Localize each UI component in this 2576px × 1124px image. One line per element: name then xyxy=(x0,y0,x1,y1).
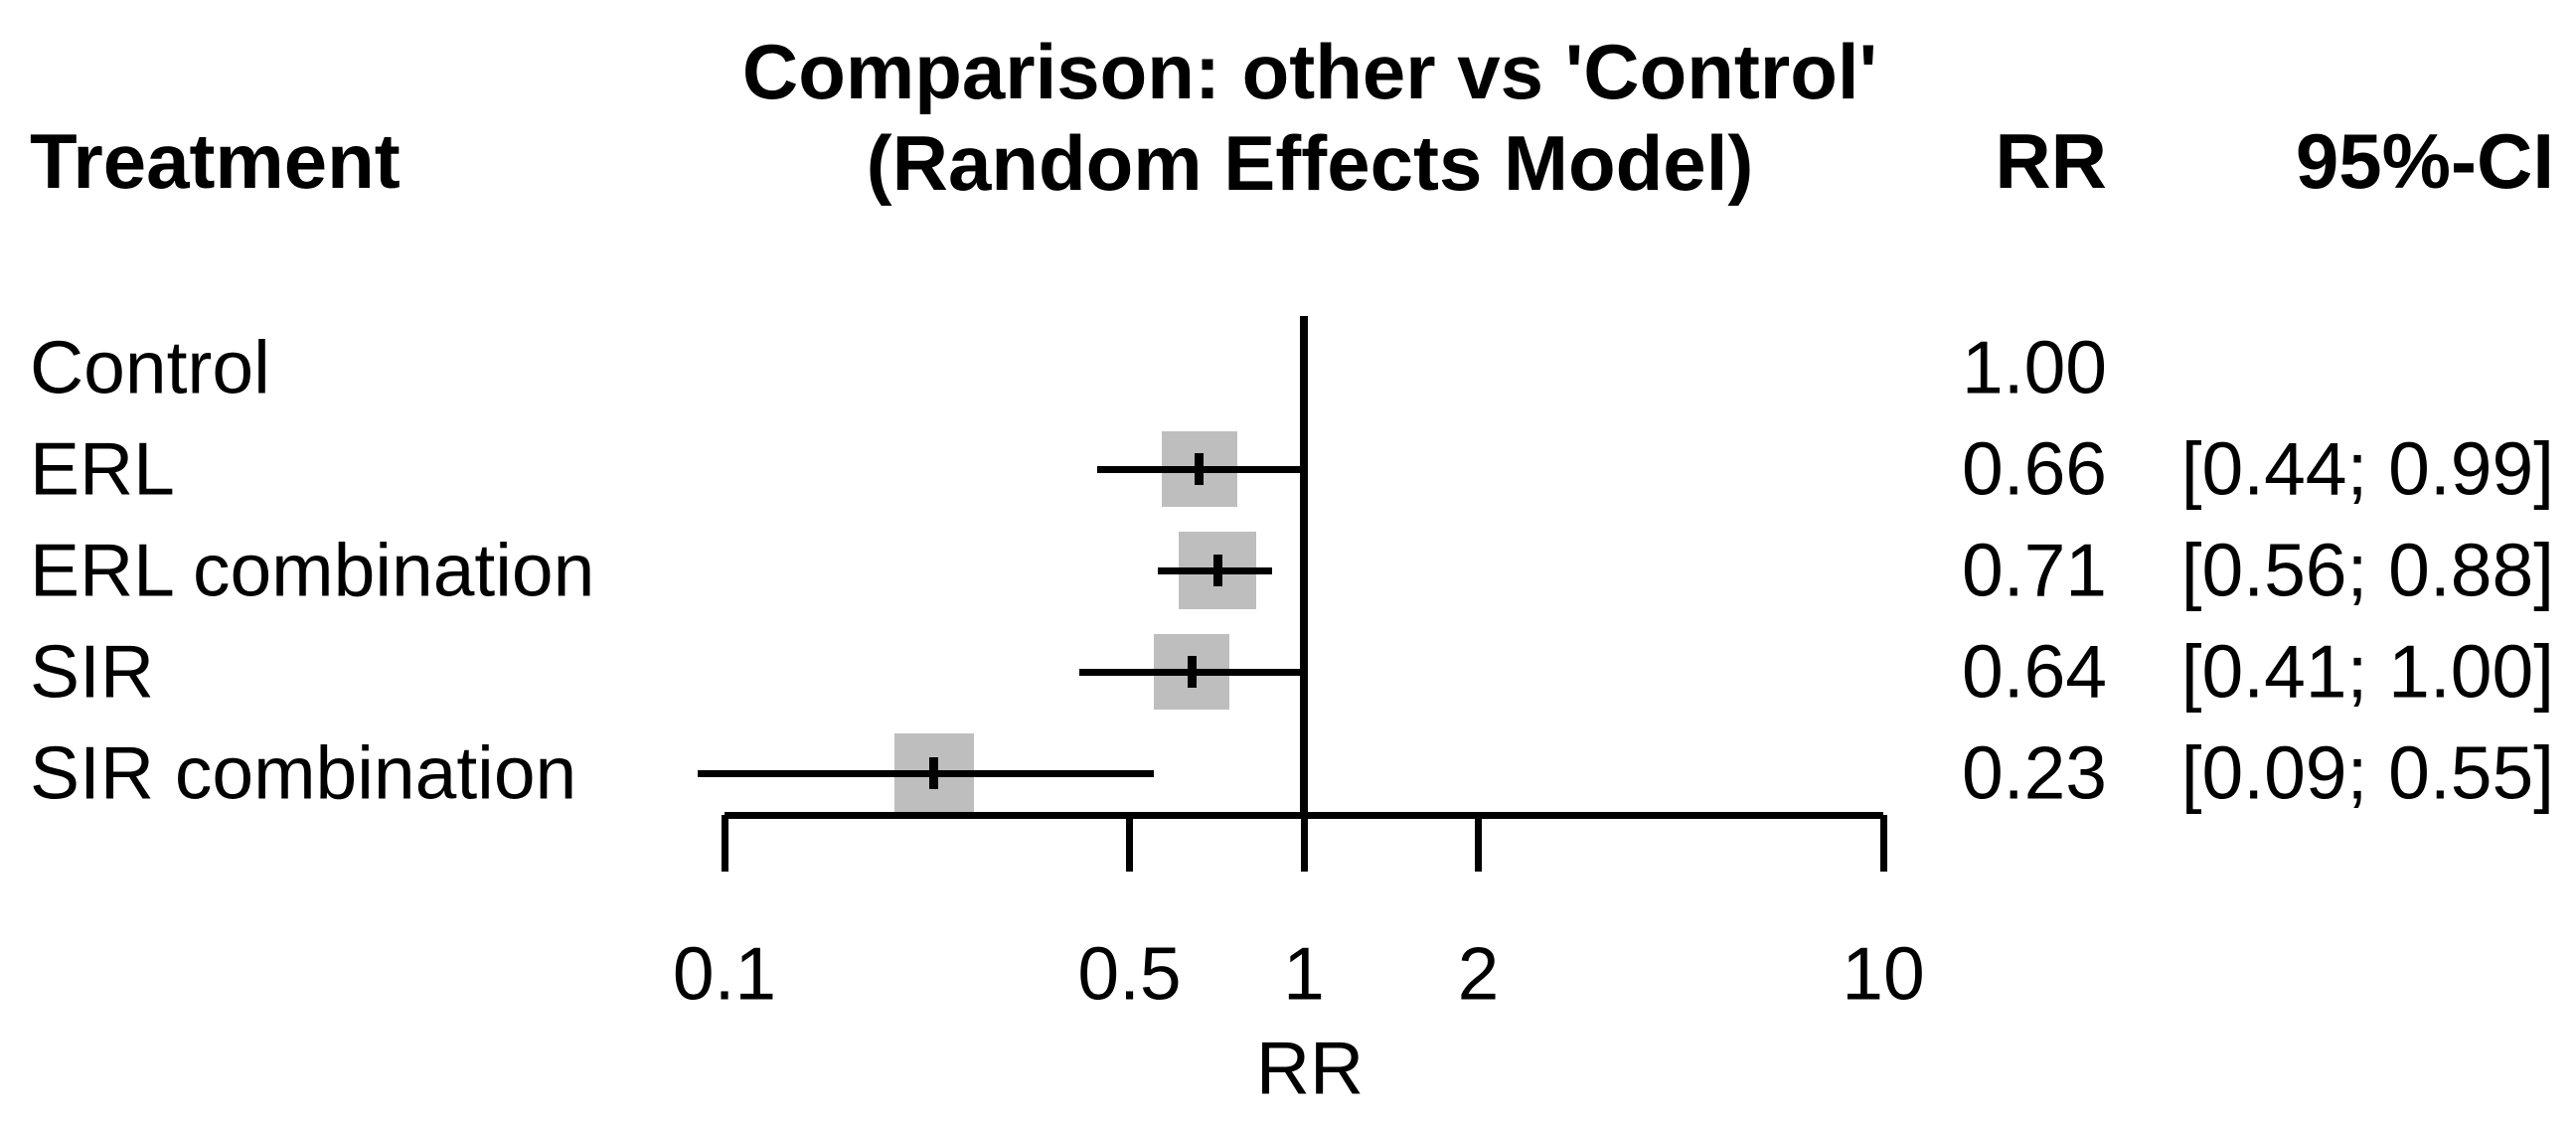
rr-value: 1.00 xyxy=(1962,325,2107,409)
treatment-label: ERL xyxy=(30,426,175,511)
column-header-rr: RR xyxy=(1995,117,2107,205)
reference-line xyxy=(1300,316,1308,819)
treatment-label: ERL combination xyxy=(30,528,595,612)
ci-value: [0.56; 0.88] xyxy=(2180,528,2554,612)
point-estimate-tick xyxy=(929,757,939,789)
x-axis-tick-label: 10 xyxy=(1842,931,1925,1016)
chart-title: Comparison: other vs 'Control' (Random E… xyxy=(316,26,2304,209)
treatment-label: Control xyxy=(30,325,270,409)
x-axis-tick xyxy=(1125,815,1133,872)
column-header-treatment: Treatment xyxy=(30,117,401,205)
rr-value: 0.23 xyxy=(1962,730,2107,815)
treatment-label: SIR xyxy=(30,629,155,714)
chart-title-line2: (Random Effects Model) xyxy=(866,119,1754,207)
x-axis-tick-label: 1 xyxy=(1283,931,1325,1016)
point-estimate-tick xyxy=(1195,453,1205,485)
x-axis-tick xyxy=(1300,815,1308,872)
x-axis-label: RR xyxy=(1255,1026,1365,1110)
rr-value: 0.71 xyxy=(1962,528,2107,612)
rr-value: 0.66 xyxy=(1962,426,2107,511)
chart-title-line1: Comparison: other vs 'Control' xyxy=(741,28,1878,115)
confidence-interval-line xyxy=(698,769,1154,777)
treatment-label: SIR combination xyxy=(30,730,577,815)
x-axis-tick-label: 0.1 xyxy=(672,931,777,1016)
x-axis-tick-label: 0.5 xyxy=(1077,931,1182,1016)
x-axis-tick xyxy=(1879,815,1887,872)
column-header-ci: 95%-CI xyxy=(2295,117,2554,205)
x-axis-tick-label: 2 xyxy=(1457,931,1500,1016)
ci-value: [0.44; 0.99] xyxy=(2180,426,2554,511)
ci-value: [0.09; 0.55] xyxy=(2180,730,2554,815)
x-axis-tick xyxy=(1475,815,1482,872)
point-estimate-tick xyxy=(1187,656,1197,688)
point-estimate-tick xyxy=(1212,555,1222,586)
rr-value: 0.64 xyxy=(1962,629,2107,714)
ci-value: [0.41; 1.00] xyxy=(2180,629,2554,714)
x-axis-tick xyxy=(721,815,728,872)
